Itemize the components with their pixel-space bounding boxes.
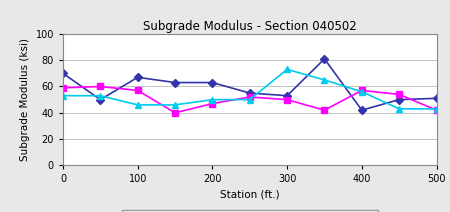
Legend: 10/3/1991, 9/15/2008, 1/18/1990: 10/3/1991, 9/15/2008, 1/18/1990 [122,210,378,212]
9/15/2008 [247,96,252,98]
10/3/1991 [359,109,364,112]
9/15/2008 [98,85,103,88]
9/15/2008 [434,109,439,112]
10/3/1991 [210,81,215,84]
1/18/1990 [434,107,439,110]
Line: 10/3/1991: 10/3/1991 [60,56,439,113]
9/15/2008 [172,112,178,114]
10/3/1991 [322,58,327,60]
X-axis label: Station (ft.): Station (ft.) [220,190,279,200]
1/18/1990 [172,104,178,106]
9/15/2008 [322,109,327,112]
Y-axis label: Subgrade Modulus (ksi): Subgrade Modulus (ksi) [20,38,30,161]
Line: 9/15/2008: 9/15/2008 [60,84,439,116]
10/3/1991 [247,92,252,94]
1/18/1990 [284,68,290,71]
9/15/2008 [135,89,140,92]
10/3/1991 [98,98,103,101]
10/3/1991 [284,94,290,97]
Title: Subgrade Modulus - Section 040502: Subgrade Modulus - Section 040502 [143,20,356,33]
1/18/1990 [322,79,327,81]
1/18/1990 [396,107,402,110]
1/18/1990 [210,98,215,101]
1/18/1990 [98,94,103,97]
1/18/1990 [359,91,364,93]
9/15/2008 [396,93,402,96]
9/15/2008 [359,89,364,92]
9/15/2008 [60,86,66,89]
10/3/1991 [60,72,66,75]
10/3/1991 [434,97,439,100]
9/15/2008 [210,102,215,105]
Line: 1/18/1990: 1/18/1990 [60,67,439,112]
10/3/1991 [172,81,178,84]
1/18/1990 [135,104,140,106]
10/3/1991 [396,98,402,101]
1/18/1990 [247,98,252,101]
9/15/2008 [284,98,290,101]
10/3/1991 [135,76,140,79]
1/18/1990 [60,94,66,97]
